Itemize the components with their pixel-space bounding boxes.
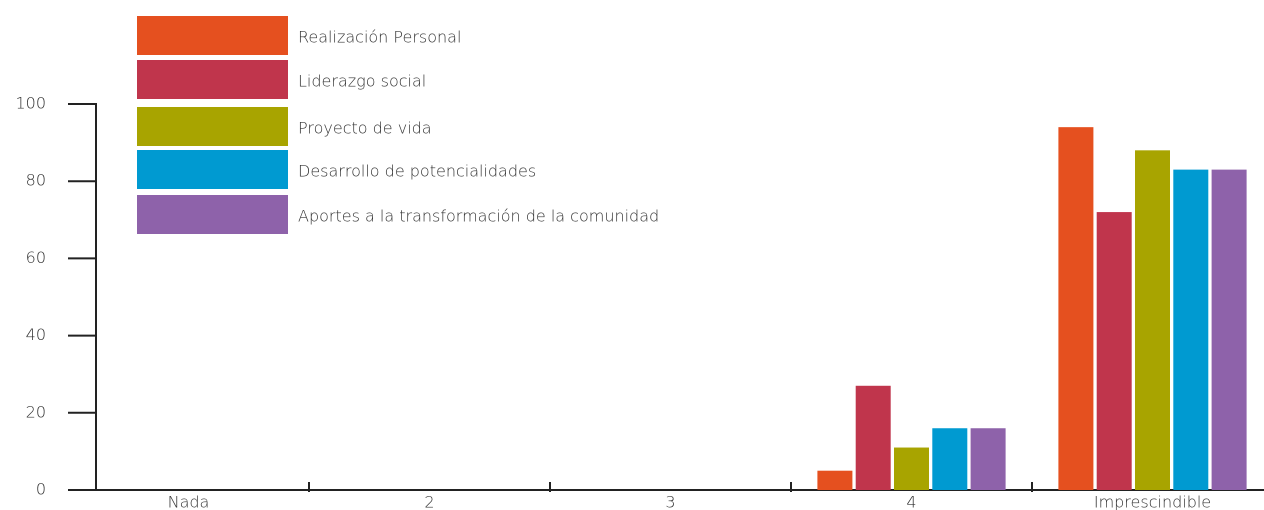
legend-swatch [137,107,288,146]
bar [855,385,891,490]
legend-label: Desarrollo de potencialidades [298,162,536,181]
legend-swatch [137,60,288,99]
y-tick-label: 20 [26,402,46,421]
x-tick-label: Nada [168,493,210,510]
y-tick-label: 80 [26,171,46,190]
bar [970,428,1006,490]
y-tick-label: 0 [36,480,46,499]
bar [932,428,968,490]
bar [1058,127,1094,490]
y-tick-label: 60 [26,248,46,267]
y-tick-label: 100 [15,94,46,113]
bar [1173,169,1209,490]
legend-swatch [137,195,288,234]
legend-swatch [137,150,288,189]
bar [1211,169,1247,490]
legend-swatch [137,16,288,55]
x-tick-label: 3 [665,493,675,510]
x-tick-label: Imprescindible [1094,493,1211,510]
x-tick-label: 2 [424,493,434,510]
x-tick-label: 4 [906,493,916,510]
bar [817,470,853,490]
bar [1096,212,1132,490]
legend-label: Aportes a la transformación de la comuni… [298,207,659,226]
y-tick-label: 40 [26,325,46,344]
legend-label: Realización Personal [298,28,461,47]
legend-label: Proyecto de vida [298,119,432,138]
bar [894,447,929,490]
legend-label: Liderazgo social [298,72,426,91]
bar [1135,150,1170,490]
